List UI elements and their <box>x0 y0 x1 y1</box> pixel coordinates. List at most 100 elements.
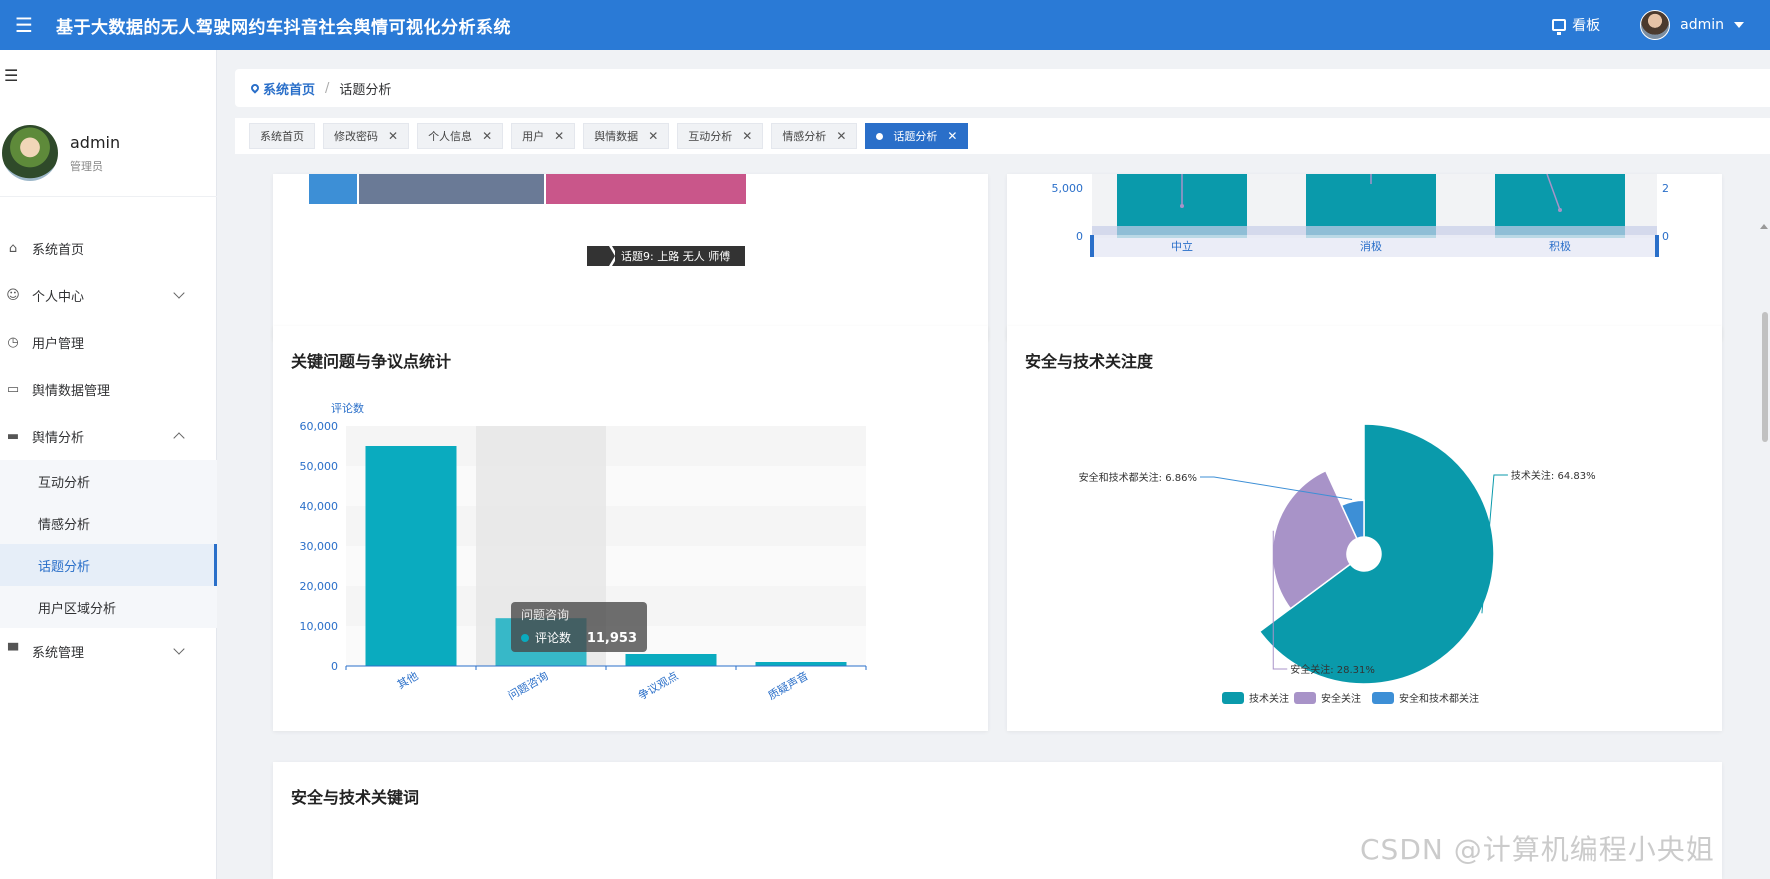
monitor-icon <box>1552 19 1567 35</box>
sidebar-item-home[interactable]: ⌂ 系统首页 <box>0 225 217 272</box>
topic-distribution-card: 话题9: 上路 无人 师傅 <box>273 174 988 340</box>
sidebar-item-label: 系统管理 <box>32 646 85 661</box>
tags-bar: 系统首页 修改密码 ✕ 个人信息 ✕ 用户 ✕ 舆情数据 ✕ 互动分析 ✕ 情感… <box>235 118 1770 154</box>
pie-slice[interactable] <box>1340 499 1365 540</box>
tag-change-password[interactable]: 修改密码 ✕ <box>323 123 410 149</box>
tooltip-marker-icon <box>521 634 529 642</box>
topic-segment[interactable] <box>359 174 544 204</box>
sidebar-item-opinion-data[interactable]: ▭ 舆情数据管理 <box>0 366 217 413</box>
close-icon[interactable]: ✕ <box>554 129 565 143</box>
pie-slice[interactable] <box>1271 469 1358 610</box>
tag-label: 系统首页 <box>260 130 304 143</box>
tooltip-box <box>511 602 647 652</box>
user-menu[interactable]: admin <box>1640 10 1744 40</box>
tag-interaction-analysis[interactable]: 互动分析 ✕ <box>677 123 764 149</box>
tag-label: 互动分析 <box>688 130 733 143</box>
sidebar-item-user-management[interactable]: ◷ 用户管理 <box>0 319 217 366</box>
chevron-down-icon <box>173 643 185 655</box>
legend-swatch[interactable] <box>1372 692 1394 704</box>
topic-segment[interactable] <box>309 174 357 204</box>
y-tick-label: 10,000 <box>300 620 339 633</box>
sidebar-item-label: 舆情分析 <box>32 431 85 446</box>
bar[interactable] <box>625 654 717 666</box>
y-tick-left: 0 <box>1076 230 1083 243</box>
legend-label[interactable]: 技术关注 <box>1249 692 1289 705</box>
collapse-sidebar-icon[interactable]: ☰ <box>4 66 19 85</box>
tooltip-arrow-box <box>587 246 615 266</box>
scrollbar[interactable] <box>1762 312 1768 442</box>
y-tick-label: 40,000 <box>300 500 339 513</box>
line-point[interactable] <box>1558 208 1562 212</box>
legend-label[interactable]: 安全关注 <box>1321 692 1361 705</box>
close-icon[interactable]: ✕ <box>648 129 659 143</box>
x-tick: 中立 <box>1171 239 1193 253</box>
sidebar-item-opinion-analysis[interactable]: ▬ 舆情分析 <box>0 413 217 460</box>
tag-sentiment-analysis[interactable]: 情感分析 ✕ <box>771 123 858 149</box>
sidebar-subitem-region[interactable]: 用户区域分析 <box>0 586 217 628</box>
label-line <box>1481 474 1508 614</box>
slice-label: 安全关注: 28.31% <box>1290 663 1375 676</box>
tag-label: 情感分析 <box>782 130 827 143</box>
sidebar-item-label: 用户管理 <box>32 337 85 352</box>
profile-name: admin <box>70 132 121 152</box>
legend-swatch[interactable] <box>1294 692 1316 704</box>
close-icon[interactable]: ✕ <box>836 129 847 143</box>
scroll-up-icon[interactable] <box>1760 224 1768 229</box>
zoom-handle-left[interactable] <box>1090 235 1094 257</box>
sidebar-item-label: 系统首页 <box>32 243 85 258</box>
x-tick: 消极 <box>1360 239 1382 253</box>
tag-opinion-data[interactable]: 舆情数据 ✕ <box>583 123 670 149</box>
y-tick-label: 50,000 <box>300 460 339 473</box>
close-icon[interactable]: ✕ <box>742 129 753 143</box>
issues-bar-chart: 评论数 60,000 50,000 40,000 30,000 20,000 10,000 0… <box>300 401 867 703</box>
close-icon[interactable]: ✕ <box>388 129 399 143</box>
legend-swatch[interactable] <box>1222 692 1244 704</box>
slice-label: 技术关注: 64.83% <box>1511 469 1596 482</box>
zoom-handle-right[interactable] <box>1655 235 1659 257</box>
legend-label[interactable]: 安全和技术都关注 <box>1399 692 1479 705</box>
zoom-slider-track[interactable] <box>1092 226 1657 235</box>
breadcrumb-current: 话题分析 <box>339 82 392 98</box>
x-tick-label: 争议观点 <box>635 668 680 702</box>
topic-segment[interactable] <box>546 174 746 204</box>
active-dot-icon <box>876 132 884 140</box>
tag-label: 用户 <box>522 130 545 143</box>
bar[interactable] <box>755 662 847 666</box>
kanban-link[interactable]: 看板 <box>1552 15 1600 35</box>
tag-users[interactable]: 用户 ✕ <box>511 123 576 149</box>
avatar <box>1640 10 1671 40</box>
sidebar-nav: ⌂ 系统首页 ☺ 个人中心 ◷ 用户管理 ▭ 舆情数据管理 ▬ 舆情分析 互动分… <box>0 225 217 675</box>
pie-slice[interactable] <box>1258 423 1495 685</box>
sidebar-item-personal-center[interactable]: ☺ 个人中心 <box>0 272 217 319</box>
tooltip-category: 问题咨询 <box>521 607 569 622</box>
main-content: 系统首页 / 话题分析 系统首页 修改密码 ✕ 个人信息 ✕ 用户 ✕ 舆情数据… <box>217 50 1770 879</box>
slice-label: 安全和技术都关注: 6.86% <box>1079 471 1197 484</box>
clock-icon: ◷ <box>7 335 19 350</box>
tag-home[interactable]: 系统首页 <box>249 123 315 149</box>
y-tick-label: 30,000 <box>300 540 339 553</box>
sidebar-item-label: 个人中心 <box>32 290 85 305</box>
top-right-area: 看板 admin <box>1552 0 1744 50</box>
tag-topic-analysis[interactable]: 话题分析 ✕ <box>865 123 969 149</box>
location-icon <box>249 82 261 94</box>
watermark: CSDN @计算机编程小央姐 <box>1360 833 1715 866</box>
zoom-slider-area[interactable] <box>1092 235 1657 257</box>
sidebar-subitem-topic[interactable]: 话题分析 <box>0 544 217 586</box>
sidebar-item-label: 舆情数据管理 <box>32 384 111 399</box>
security-rose-chart: 技术关注: 64.83% 安全关注: 28.31% 安全和技术都关注: 6.86% 技… <box>1079 423 1596 705</box>
close-icon[interactable]: ✕ <box>482 129 493 143</box>
monitor-icon: ▀ <box>8 644 18 659</box>
menu-icon[interactable]: ☰ <box>15 13 33 37</box>
y-axis-label: 评论数 <box>331 401 364 415</box>
close-icon[interactable]: ✕ <box>947 129 958 143</box>
tag-personal-info[interactable]: 个人信息 ✕ <box>417 123 504 149</box>
sidebar-subitem-sentiment[interactable]: 情感分析 <box>0 502 217 544</box>
topic-tooltip: 话题9: 上路 无人 师傅 <box>621 249 730 263</box>
bar[interactable] <box>365 446 457 666</box>
sidebar-subitem-interaction[interactable]: 互动分析 <box>0 460 217 502</box>
label-line <box>1200 476 1353 501</box>
sidebar-item-system-management[interactable]: ▀ 系统管理 <box>0 628 217 675</box>
tooltip-value: 11,953 <box>587 631 637 646</box>
line-point[interactable] <box>1180 204 1184 208</box>
breadcrumb-home[interactable]: 系统首页 <box>249 79 315 98</box>
